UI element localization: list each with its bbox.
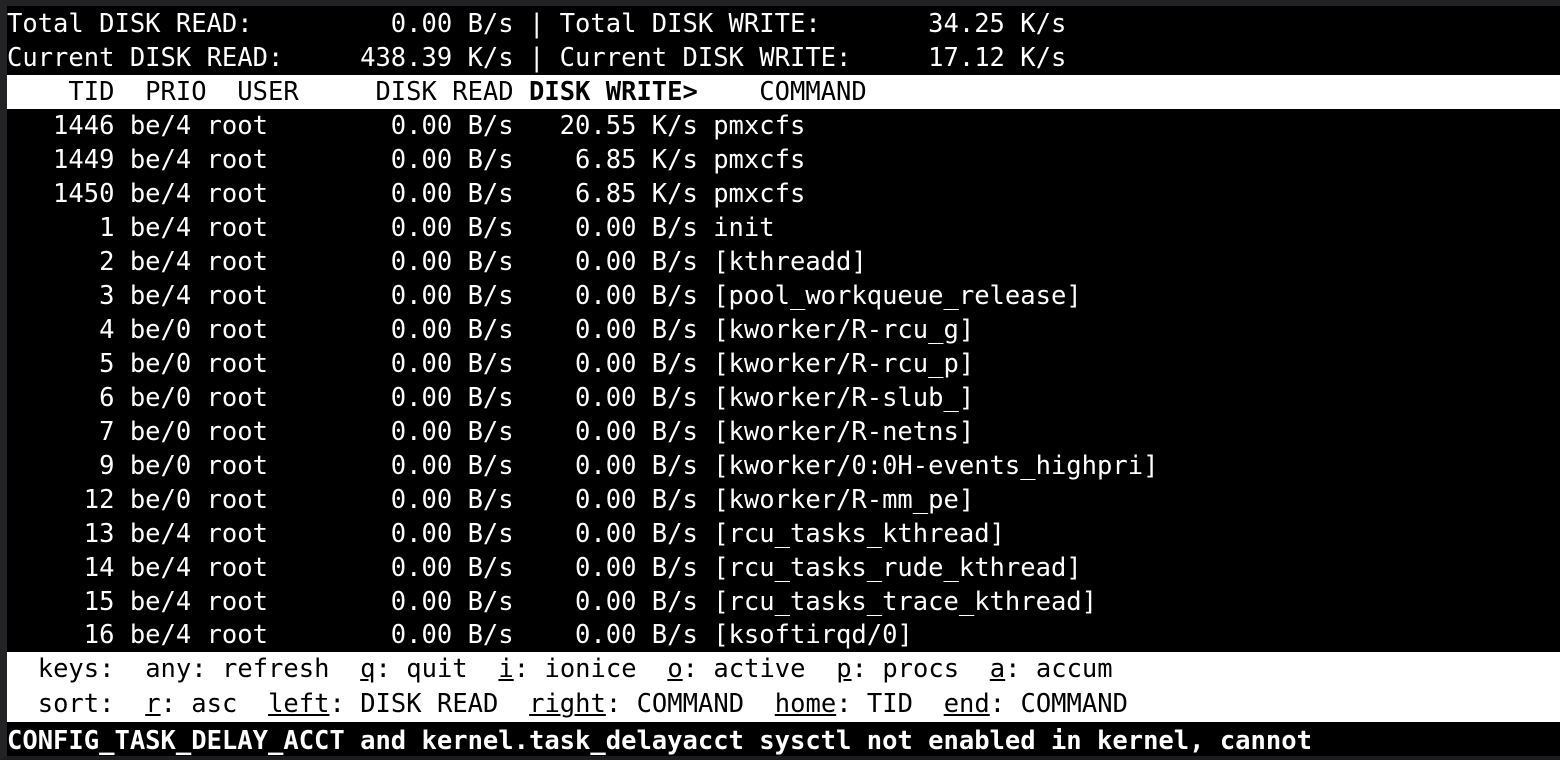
table-row[interactable]: 12 be/0 root 0.00 B/s 0.00 B/s [kworker/…: [7, 483, 1560, 517]
key-q[interactable]: q: [360, 654, 376, 684]
header-left-columns: TID PRIO USER DISK READ: [7, 77, 529, 107]
keys-help-line[interactable]: keys: any: refresh q: quit i: ionice o: …: [7, 652, 1560, 687]
key-home-desc: TID: [866, 689, 913, 719]
key-right[interactable]: right: [529, 689, 606, 719]
key-r-desc: asc: [191, 689, 238, 719]
key-o-desc: active: [713, 654, 806, 684]
summary-row-current: Current DISK READ: 438.39 K/s | Current …: [7, 41, 1560, 75]
key-i-desc: ionice: [544, 654, 637, 684]
table-column-header[interactable]: TID PRIO USER DISK READ DISK WRITE> COMM…: [7, 75, 1560, 109]
sort-label: sort:: [37, 689, 115, 719]
table-row[interactable]: 6 be/0 root 0.00 B/s 0.00 B/s [kworker/R…: [7, 381, 1560, 415]
key-p[interactable]: p: [836, 654, 852, 684]
header-sort-column[interactable]: DISK WRITE>: [528, 77, 698, 107]
table-row[interactable]: 4 be/0 root 0.00 B/s 0.00 B/s [kworker/R…: [7, 313, 1560, 347]
key-p-desc: procs: [882, 654, 960, 684]
key-end[interactable]: end: [943, 689, 990, 719]
table-row[interactable]: 1446 be/4 root 0.00 B/s 20.55 K/s pmxcfs: [7, 109, 1560, 143]
table-row[interactable]: 13 be/4 root 0.00 B/s 0.00 B/s [rcu_task…: [7, 517, 1560, 551]
key-any[interactable]: any: [145, 654, 192, 684]
key-a[interactable]: a: [989, 654, 1006, 684]
key-right-desc: COMMAND: [636, 689, 745, 719]
process-list[interactable]: 1446 be/4 root 0.00 B/s 20.55 K/s pmxcfs…: [7, 109, 1560, 652]
sort-help-line[interactable]: sort: r: asc left: DISK READ right: COMM…: [7, 687, 1560, 722]
key-left-desc: DISK READ: [360, 689, 499, 719]
keys-label: keys:: [37, 654, 115, 684]
table-row[interactable]: 5 be/0 root 0.00 B/s 0.00 B/s [kworker/R…: [7, 347, 1560, 381]
key-home[interactable]: home: [774, 689, 837, 719]
key-r[interactable]: r: [145, 689, 161, 719]
summary-row-total: Total DISK READ: 0.00 B/s | Total DISK W…: [7, 7, 1560, 41]
key-end-desc: COMMAND: [1020, 689, 1128, 719]
table-row[interactable]: 1450 be/4 root 0.00 B/s 6.85 K/s pmxcfs: [7, 177, 1560, 211]
key-o[interactable]: o: [667, 654, 683, 684]
key-q-desc: quit: [406, 654, 468, 684]
table-row[interactable]: 3 be/4 root 0.00 B/s 0.00 B/s [pool_work…: [7, 279, 1560, 313]
table-row[interactable]: 16 be/4 root 0.00 B/s 0.00 B/s [ksoftirq…: [7, 619, 1560, 652]
key-left[interactable]: left: [268, 689, 330, 719]
table-row[interactable]: 9 be/0 root 0.00 B/s 0.00 B/s [kworker/0…: [7, 449, 1560, 483]
table-row[interactable]: 1 be/4 root 0.00 B/s 0.00 B/s init: [7, 211, 1560, 245]
key-a-desc: accum: [1035, 654, 1113, 684]
header-command-column: COMMAND: [697, 77, 867, 107]
table-row[interactable]: 15 be/4 root 0.00 B/s 0.00 B/s [rcu_task…: [7, 585, 1560, 619]
io-summary: Total DISK READ: 0.00 B/s | Total DISK W…: [7, 6, 1560, 75]
table-row[interactable]: 1449 be/4 root 0.00 B/s 6.85 K/s pmxcfs: [7, 143, 1560, 177]
table-row[interactable]: 7 be/0 root 0.00 B/s 0.00 B/s [kworker/R…: [7, 415, 1560, 449]
key-i[interactable]: i: [498, 654, 514, 684]
kernel-warning-message: CONFIG_TASK_DELAY_ACCT and kernel.task_d…: [7, 722, 1560, 756]
table-row[interactable]: 14 be/4 root 0.00 B/s 0.00 B/s [rcu_task…: [7, 551, 1560, 585]
key-any-desc: refresh: [221, 654, 330, 684]
footer-help[interactable]: keys: any: refresh q: quit i: ionice o: …: [7, 652, 1560, 722]
table-row[interactable]: 2 be/4 root 0.00 B/s 0.00 B/s [kthreadd]: [7, 245, 1560, 279]
terminal-screen[interactable]: Total DISK READ: 0.00 B/s | Total DISK W…: [7, 6, 1560, 756]
